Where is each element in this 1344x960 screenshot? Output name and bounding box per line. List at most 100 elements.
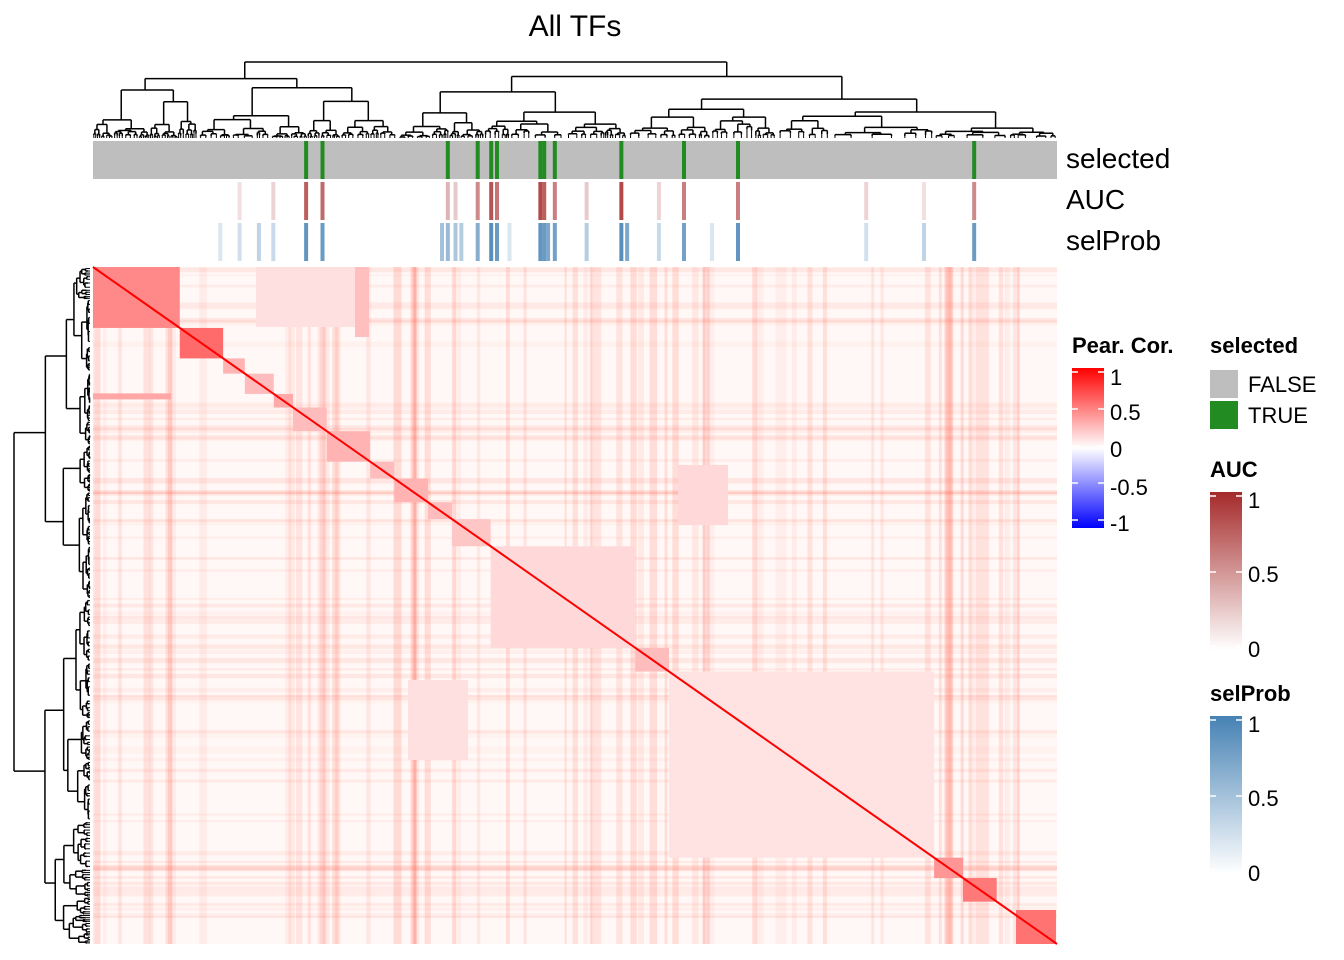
annotation-selprob-mark [459, 223, 464, 261]
legend-tick: 0 [1248, 861, 1261, 886]
heatmap-streak [93, 673, 1057, 679]
annotation-selprob-mark [538, 223, 543, 261]
heatmap-streak [752, 267, 758, 944]
heatmap-streak [335, 267, 341, 944]
annotation-selected-background [93, 141, 1057, 179]
heatmap-streak [93, 435, 1057, 440]
annotation-auc-mark [864, 182, 869, 220]
heatmap-streak [637, 267, 645, 944]
heatmap-streak [165, 267, 173, 944]
heatmap-streak [1004, 267, 1010, 944]
heatmap-streak [756, 267, 764, 944]
heatmap-streak [924, 267, 931, 944]
heatmap-streak [317, 267, 326, 944]
legend-tick: 0.5 [1248, 786, 1279, 811]
annotation-selprob-mark [494, 223, 499, 261]
heatmap-streak [451, 267, 456, 944]
heatmap-streak [167, 267, 173, 944]
heatmap-streak [93, 851, 1057, 856]
annotation-selprob-mark [453, 223, 458, 261]
annotation-label-selected: selected [1066, 143, 1171, 174]
legend-title-auc: AUC [1210, 457, 1258, 482]
legend-tick: 1 [1248, 712, 1261, 737]
legend-tick: 1 [1248, 488, 1261, 513]
annotation-selected-mark [682, 141, 687, 179]
annotation-auc-mark [453, 182, 458, 220]
heatmap-streak [285, 267, 292, 944]
annotation-auc-mark [542, 182, 547, 220]
annotation-label-selprob: selProb [1066, 225, 1161, 256]
annotation-selprob-mark [864, 223, 869, 261]
heatmap-streak [143, 267, 151, 944]
annotation-selected-mark [494, 141, 499, 179]
heatmap-streak [93, 819, 1057, 823]
heatmap-streak [366, 267, 371, 944]
chart-title: All TFs [528, 10, 622, 43]
annotation-auc-mark [682, 182, 687, 220]
annotation-selected-mark [489, 141, 494, 179]
heatmap-streak [93, 284, 1057, 288]
heatmap-streak [93, 437, 1057, 441]
heatmap-streak [871, 267, 875, 944]
heatmap-streak [424, 267, 431, 944]
annotation-auc-mark [584, 182, 589, 220]
heatmap-streak [948, 267, 954, 944]
heatmap-streak [93, 864, 1057, 870]
annotation-selprob-mark [922, 223, 927, 261]
annotation-selprob-mark [552, 223, 557, 261]
heatmap-streak [692, 267, 699, 944]
legend-item-false: FALSE [1248, 372, 1317, 397]
annotation-selprob-mark [256, 223, 261, 261]
annotation-selprob-mark [507, 223, 512, 261]
annotation-track-background [93, 182, 1057, 220]
annotation-selprob-mark [445, 223, 450, 261]
annotation-auc-mark [972, 182, 977, 220]
annotation-selprob-mark [475, 223, 480, 261]
heatmap-streak [410, 267, 417, 944]
annotation-auc-mark [922, 182, 927, 220]
heatmap-streak [93, 865, 1057, 872]
heatmap-streak [938, 267, 942, 944]
legend-title-selprob: selProb [1210, 681, 1291, 706]
heatmap-offdiag-block [93, 393, 172, 400]
heatmap-streak [93, 490, 1057, 494]
heatmap-streak [93, 757, 1057, 762]
heatmap-offdiag-block [256, 267, 366, 327]
heatmap-streak [93, 426, 1057, 431]
annotation-selprob-mark [709, 223, 714, 261]
heatmap-streak [93, 657, 1057, 664]
annotation-selprob-mark [584, 223, 589, 261]
annotation-selected-mark [735, 141, 740, 179]
annotation-auc-mark [538, 182, 543, 220]
legend-tick: 0.5 [1110, 400, 1141, 425]
legend-pearson-colorbar [1072, 368, 1104, 528]
annotation-selected-mark [445, 141, 450, 179]
heatmap-streak [332, 267, 339, 944]
heatmap-streak [93, 882, 1057, 885]
heatmap-streak [93, 695, 1057, 701]
annotation-selected-mark [320, 141, 325, 179]
heatmap-offdiag-block [355, 267, 369, 337]
annotation-selected-mark [475, 141, 480, 179]
annotation-selprob-mark [440, 223, 445, 261]
heatmap-streak [93, 903, 1057, 907]
annotation-selprob-mark [619, 223, 624, 261]
heatmap-streak [93, 813, 1057, 816]
heatmap-streak [93, 916, 1057, 918]
annotation-auc-mark [489, 182, 494, 220]
annotation-selprob-mark [489, 223, 494, 261]
heatmap-streak [288, 267, 295, 944]
annotation-auc-mark [552, 182, 557, 220]
heatmap-streak [781, 267, 787, 944]
heatmap-streak [969, 267, 972, 944]
heatmap-streak [975, 267, 983, 944]
annotation-selprob-mark [682, 223, 687, 261]
heatmap-streak [93, 319, 1057, 326]
heatmap-streak [702, 267, 706, 944]
heatmap-streak [707, 267, 715, 944]
heatmap-streak [93, 302, 1057, 308]
heatmap-streak [1012, 267, 1020, 944]
heatmap-streak [93, 536, 1057, 540]
heatmap-streak [93, 768, 1057, 773]
legend-tick: 0.5 [1248, 562, 1279, 587]
